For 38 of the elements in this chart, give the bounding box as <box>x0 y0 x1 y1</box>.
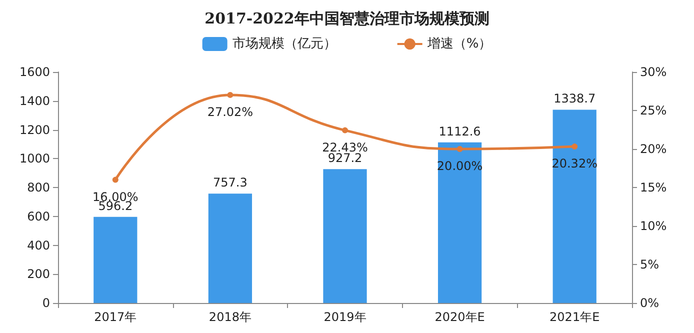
bar <box>323 169 367 303</box>
chart-title: 2017-2022年中国智慧治理市场规模预测 <box>204 10 490 28</box>
y-tick-label: 1000 <box>19 152 50 166</box>
x-tick-label: 2017年 <box>94 310 137 324</box>
x-tick-label: 2020年E <box>434 310 485 324</box>
y-tick-label: 1600 <box>19 65 50 79</box>
y2-tick-label: 15% <box>640 180 667 194</box>
point <box>227 92 234 98</box>
y2-tick-label: 5% <box>640 258 660 272</box>
x-tick-label: 2019年 <box>324 310 366 324</box>
y2-tick-label: 20% <box>640 142 667 156</box>
legend-label: 市场规模（亿元） <box>232 36 336 52</box>
point <box>572 144 578 150</box>
bar <box>438 142 482 303</box>
legend-label: 增速（%） <box>426 36 492 52</box>
y2-tick-label: 0% <box>640 296 660 310</box>
y-tick-label: 200 <box>27 267 50 282</box>
bar <box>94 216 138 303</box>
bar <box>208 194 252 303</box>
y-tick-label: 1200 <box>19 122 50 137</box>
y-tick-label: 0 <box>42 296 50 310</box>
bar <box>552 110 596 303</box>
x-tick-label: 2018年 <box>208 310 252 324</box>
y2-tick-label: 30% <box>640 65 667 79</box>
data-label: 27.02% <box>207 104 254 119</box>
y-tick-label: 400 <box>27 238 50 252</box>
point <box>342 127 348 134</box>
y-tick-label: 600 <box>27 209 50 224</box>
x-tick-label: 2021年E <box>550 310 600 324</box>
data-label: 757.3 <box>213 176 248 190</box>
y-tick-label: 800 <box>27 180 50 194</box>
data-label: 1338.7 <box>554 92 596 106</box>
y-tick-label: 1400 <box>19 94 50 108</box>
y2-tick-label: 25% <box>640 104 667 118</box>
point <box>112 176 118 183</box>
data-label: 1112.6 <box>438 124 481 138</box>
point <box>456 146 463 152</box>
y2-tick-label: 10% <box>640 219 667 233</box>
